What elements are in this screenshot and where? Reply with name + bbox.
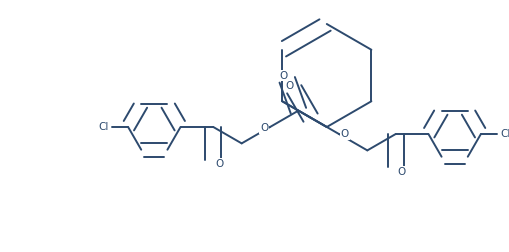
Text: O: O	[398, 167, 406, 177]
Text: O: O	[286, 81, 294, 91]
Text: O: O	[260, 123, 268, 133]
Text: O: O	[341, 129, 349, 139]
Text: Cl: Cl	[500, 129, 509, 139]
Text: Cl: Cl	[98, 122, 109, 132]
Text: O: O	[215, 159, 223, 169]
Text: O: O	[279, 71, 288, 81]
